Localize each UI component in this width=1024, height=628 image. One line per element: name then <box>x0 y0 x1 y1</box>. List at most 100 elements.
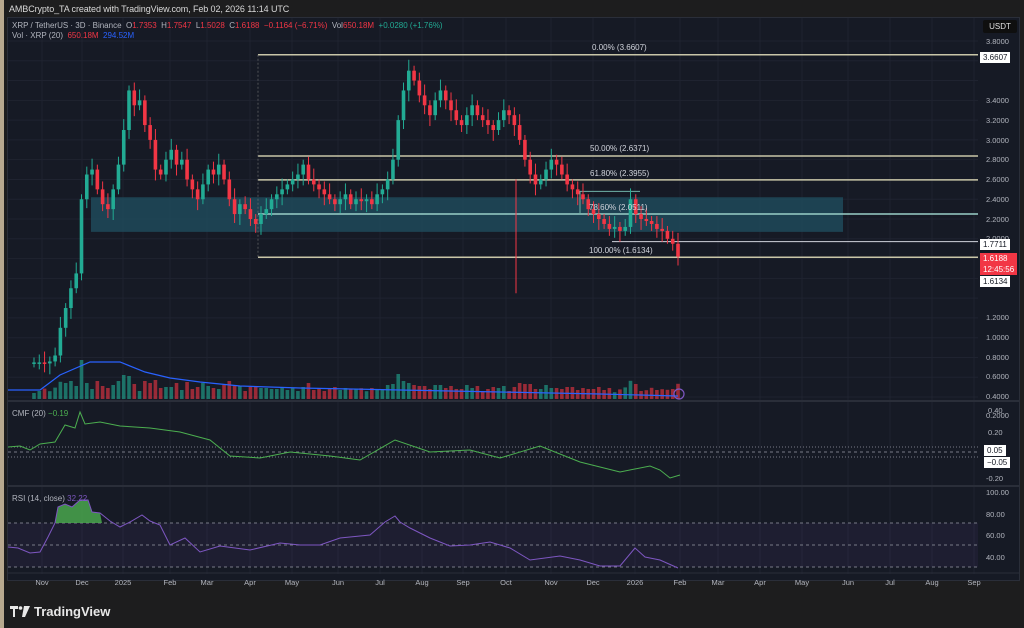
candle-body <box>127 90 131 131</box>
candle-body <box>137 100 142 106</box>
candle-body <box>306 164 311 180</box>
volume-bar <box>238 386 242 399</box>
candle-body <box>269 199 274 210</box>
candle-body <box>554 159 559 165</box>
volume-value: 650.18M <box>342 21 375 30</box>
volume-bar <box>428 389 432 399</box>
volume-bar <box>296 391 300 399</box>
candle-body <box>544 169 548 180</box>
x-tick: Dec <box>586 578 600 587</box>
volume-bar <box>301 387 306 399</box>
volume-bar <box>317 388 321 399</box>
currency-button[interactable]: USDT <box>983 20 1017 33</box>
volume-bar <box>597 387 601 399</box>
volume-bar <box>433 385 437 399</box>
volume-bar <box>459 389 464 399</box>
candle-body <box>602 219 606 224</box>
volume-bar <box>470 388 474 399</box>
candle-body <box>496 120 501 131</box>
candle-body <box>618 226 622 231</box>
candle-body <box>523 139 527 160</box>
candle-body <box>443 90 448 101</box>
price-tick: 1.2000 <box>986 313 1009 322</box>
volume-bar <box>132 384 137 399</box>
candle-body <box>502 110 506 121</box>
x-tick: Jun <box>841 578 855 587</box>
last-price-tag: 1.6188 12:45:56 <box>980 253 1018 275</box>
cmf-lower-tag: −0.05 <box>984 457 1011 468</box>
volume-bar <box>201 383 205 399</box>
candle-body <box>438 90 443 101</box>
rsi-title[interactable]: RSI (14, close) 32.22 <box>12 494 88 503</box>
candle-body <box>628 199 633 227</box>
x-tick: Mar <box>711 578 725 587</box>
price-tick: 0.2000 <box>986 411 1009 420</box>
volume-bar <box>665 389 670 399</box>
candle-body <box>676 243 680 257</box>
candle-body <box>37 362 42 364</box>
cmf-value: −0.19 <box>48 409 69 418</box>
candle-body <box>517 125 522 140</box>
volume-bar <box>232 386 237 399</box>
volume-bar <box>248 387 253 399</box>
cmf-tick: 0.20 <box>988 428 1003 437</box>
volume-bar <box>633 384 638 399</box>
candle-body <box>533 174 538 185</box>
candle-body <box>69 288 73 309</box>
volume-bar <box>53 387 57 399</box>
price-tick: 0.6000 <box>986 372 1009 381</box>
volume-bar <box>164 387 168 399</box>
cmf-title[interactable]: CMF (20) −0.19 <box>12 409 69 418</box>
candle-body <box>185 159 189 180</box>
candle-body <box>143 100 147 126</box>
volume-bar <box>655 390 659 399</box>
volume-bar <box>380 389 385 399</box>
x-tick: Nov <box>35 578 49 587</box>
candle-body <box>311 179 316 185</box>
rsi-tick: 80.00 <box>986 510 1005 519</box>
volume-bar <box>333 387 337 399</box>
x-tick: Aug <box>925 578 939 587</box>
volume-bar <box>259 388 263 399</box>
candle-body <box>660 228 664 231</box>
rsi-line <box>7 499 679 569</box>
volume-bar <box>623 387 628 399</box>
candle-body <box>227 179 232 200</box>
volume-bar <box>216 389 221 399</box>
volume-bar <box>364 391 369 399</box>
candle-body <box>396 120 401 160</box>
volume-bar <box>174 383 179 399</box>
candle-body <box>201 184 205 200</box>
open-value: 1.7353 <box>132 21 157 30</box>
close-value: 1.6188 <box>235 21 260 30</box>
tradingview-logo[interactable]: TradingView <box>10 604 110 619</box>
candle-body <box>95 169 100 190</box>
volume-bar <box>475 386 480 399</box>
candle-body <box>248 209 253 220</box>
price-tick: 1.0000 <box>986 333 1009 342</box>
price-tick: 2.4000 <box>986 195 1009 204</box>
candle-body <box>296 174 300 180</box>
volume-bar <box>491 387 496 399</box>
volume-bar <box>412 385 416 399</box>
price-tick: 2.0000 <box>986 234 1009 243</box>
volume-bar <box>185 382 189 399</box>
candle-body <box>391 159 395 180</box>
candle-body <box>560 164 564 175</box>
symbol-name[interactable]: XRP / TetherUS · 3D · Binance <box>12 21 122 30</box>
candle-body <box>633 199 638 215</box>
volume-bar <box>116 381 121 399</box>
candle-body <box>338 199 342 205</box>
candle-body <box>301 164 306 175</box>
candle-body <box>180 159 184 165</box>
volume-indicator-name[interactable]: Vol · XRP (20) <box>12 31 63 40</box>
volume-bar <box>264 388 269 399</box>
candle-body <box>232 199 237 215</box>
candle-body <box>385 179 390 190</box>
volume-bar <box>275 389 279 399</box>
fib-low-price-tag: 1.6134 <box>980 276 1011 287</box>
cmf-tick: 0.40 <box>988 406 1003 415</box>
candle-body <box>480 115 485 121</box>
rsi-tick: 100.00 <box>986 488 1009 497</box>
